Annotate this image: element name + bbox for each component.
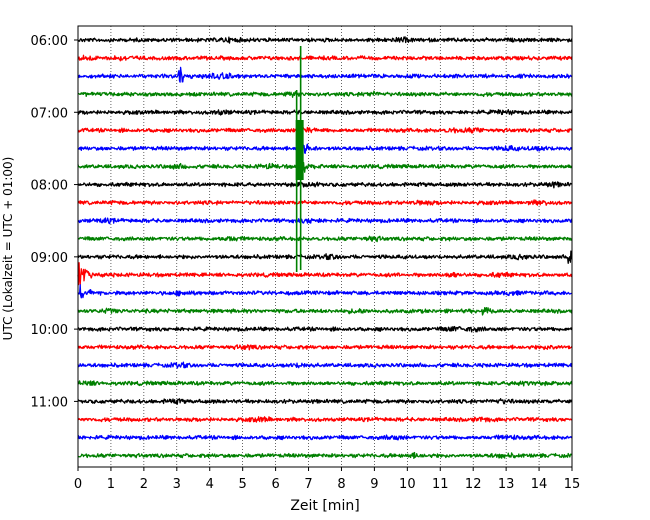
y-tick-label: 07:00 <box>31 106 68 121</box>
trace-line <box>77 416 573 423</box>
trace-line <box>77 156 573 178</box>
trace-line <box>77 235 573 243</box>
trace-line <box>77 398 573 405</box>
y-tick-label: 08:00 <box>31 179 68 194</box>
x-tick-label: 5 <box>239 477 247 492</box>
x-axis-label: Zeit [min] <box>290 498 359 514</box>
axis-ticks: 0 1 2 3 4 5 6 7 8 9 10 11 12 13 14 1506:0007:0008:0009:… <box>31 34 581 492</box>
plot-frame <box>77 25 573 468</box>
trace-line <box>77 181 573 189</box>
trace-line <box>77 262 573 286</box>
y-tick-label: 11:00 <box>31 395 68 410</box>
trace-line <box>77 36 573 44</box>
trace-line <box>77 361 573 369</box>
x-tick-label: 6 <box>271 477 279 492</box>
trace-line <box>77 284 573 299</box>
x-tick-label: 13 <box>498 477 515 492</box>
x-tick-label: 8 <box>337 477 345 492</box>
x-tick-label: 14 <box>531 477 548 492</box>
trace-line <box>77 136 573 160</box>
x-tick-label: 2 <box>140 477 148 492</box>
trace-line <box>77 451 573 460</box>
trace-lines <box>77 36 573 460</box>
x-tick-label: 4 <box>206 477 214 492</box>
x-tick-label: 1 <box>107 477 115 492</box>
y-tick-label: 06:00 <box>31 34 68 49</box>
y-tick-label: 09:00 <box>31 251 68 266</box>
trace-line <box>77 325 573 333</box>
x-tick-label: 15 <box>564 477 581 492</box>
trace-line <box>77 434 573 441</box>
trace-line <box>77 250 573 264</box>
x-tick-label: 12 <box>465 477 482 492</box>
x-tick-label: 0 <box>74 477 82 492</box>
event-burst <box>295 120 304 180</box>
x-tick-label: 7 <box>304 477 312 492</box>
trace-line <box>77 344 573 351</box>
y-tick-label: 10:00 <box>31 323 68 338</box>
trace-line <box>77 199 573 206</box>
trace-line <box>77 66 573 83</box>
trace-line <box>77 217 573 225</box>
x-tick-label: 9 <box>370 477 378 492</box>
x-tick-label: 10 <box>399 477 416 492</box>
trace-line <box>77 54 573 62</box>
trace-line <box>77 109 573 116</box>
trace-line <box>77 90 573 98</box>
x-tick-label: 11 <box>432 477 449 492</box>
y-axis-label: UTC (Lokalzeit = UTC + 01:00) <box>1 157 15 341</box>
x-tick-label: 3 <box>173 477 181 492</box>
trace-line <box>77 380 573 387</box>
trace-line <box>77 119 573 142</box>
trace-line <box>77 307 573 316</box>
